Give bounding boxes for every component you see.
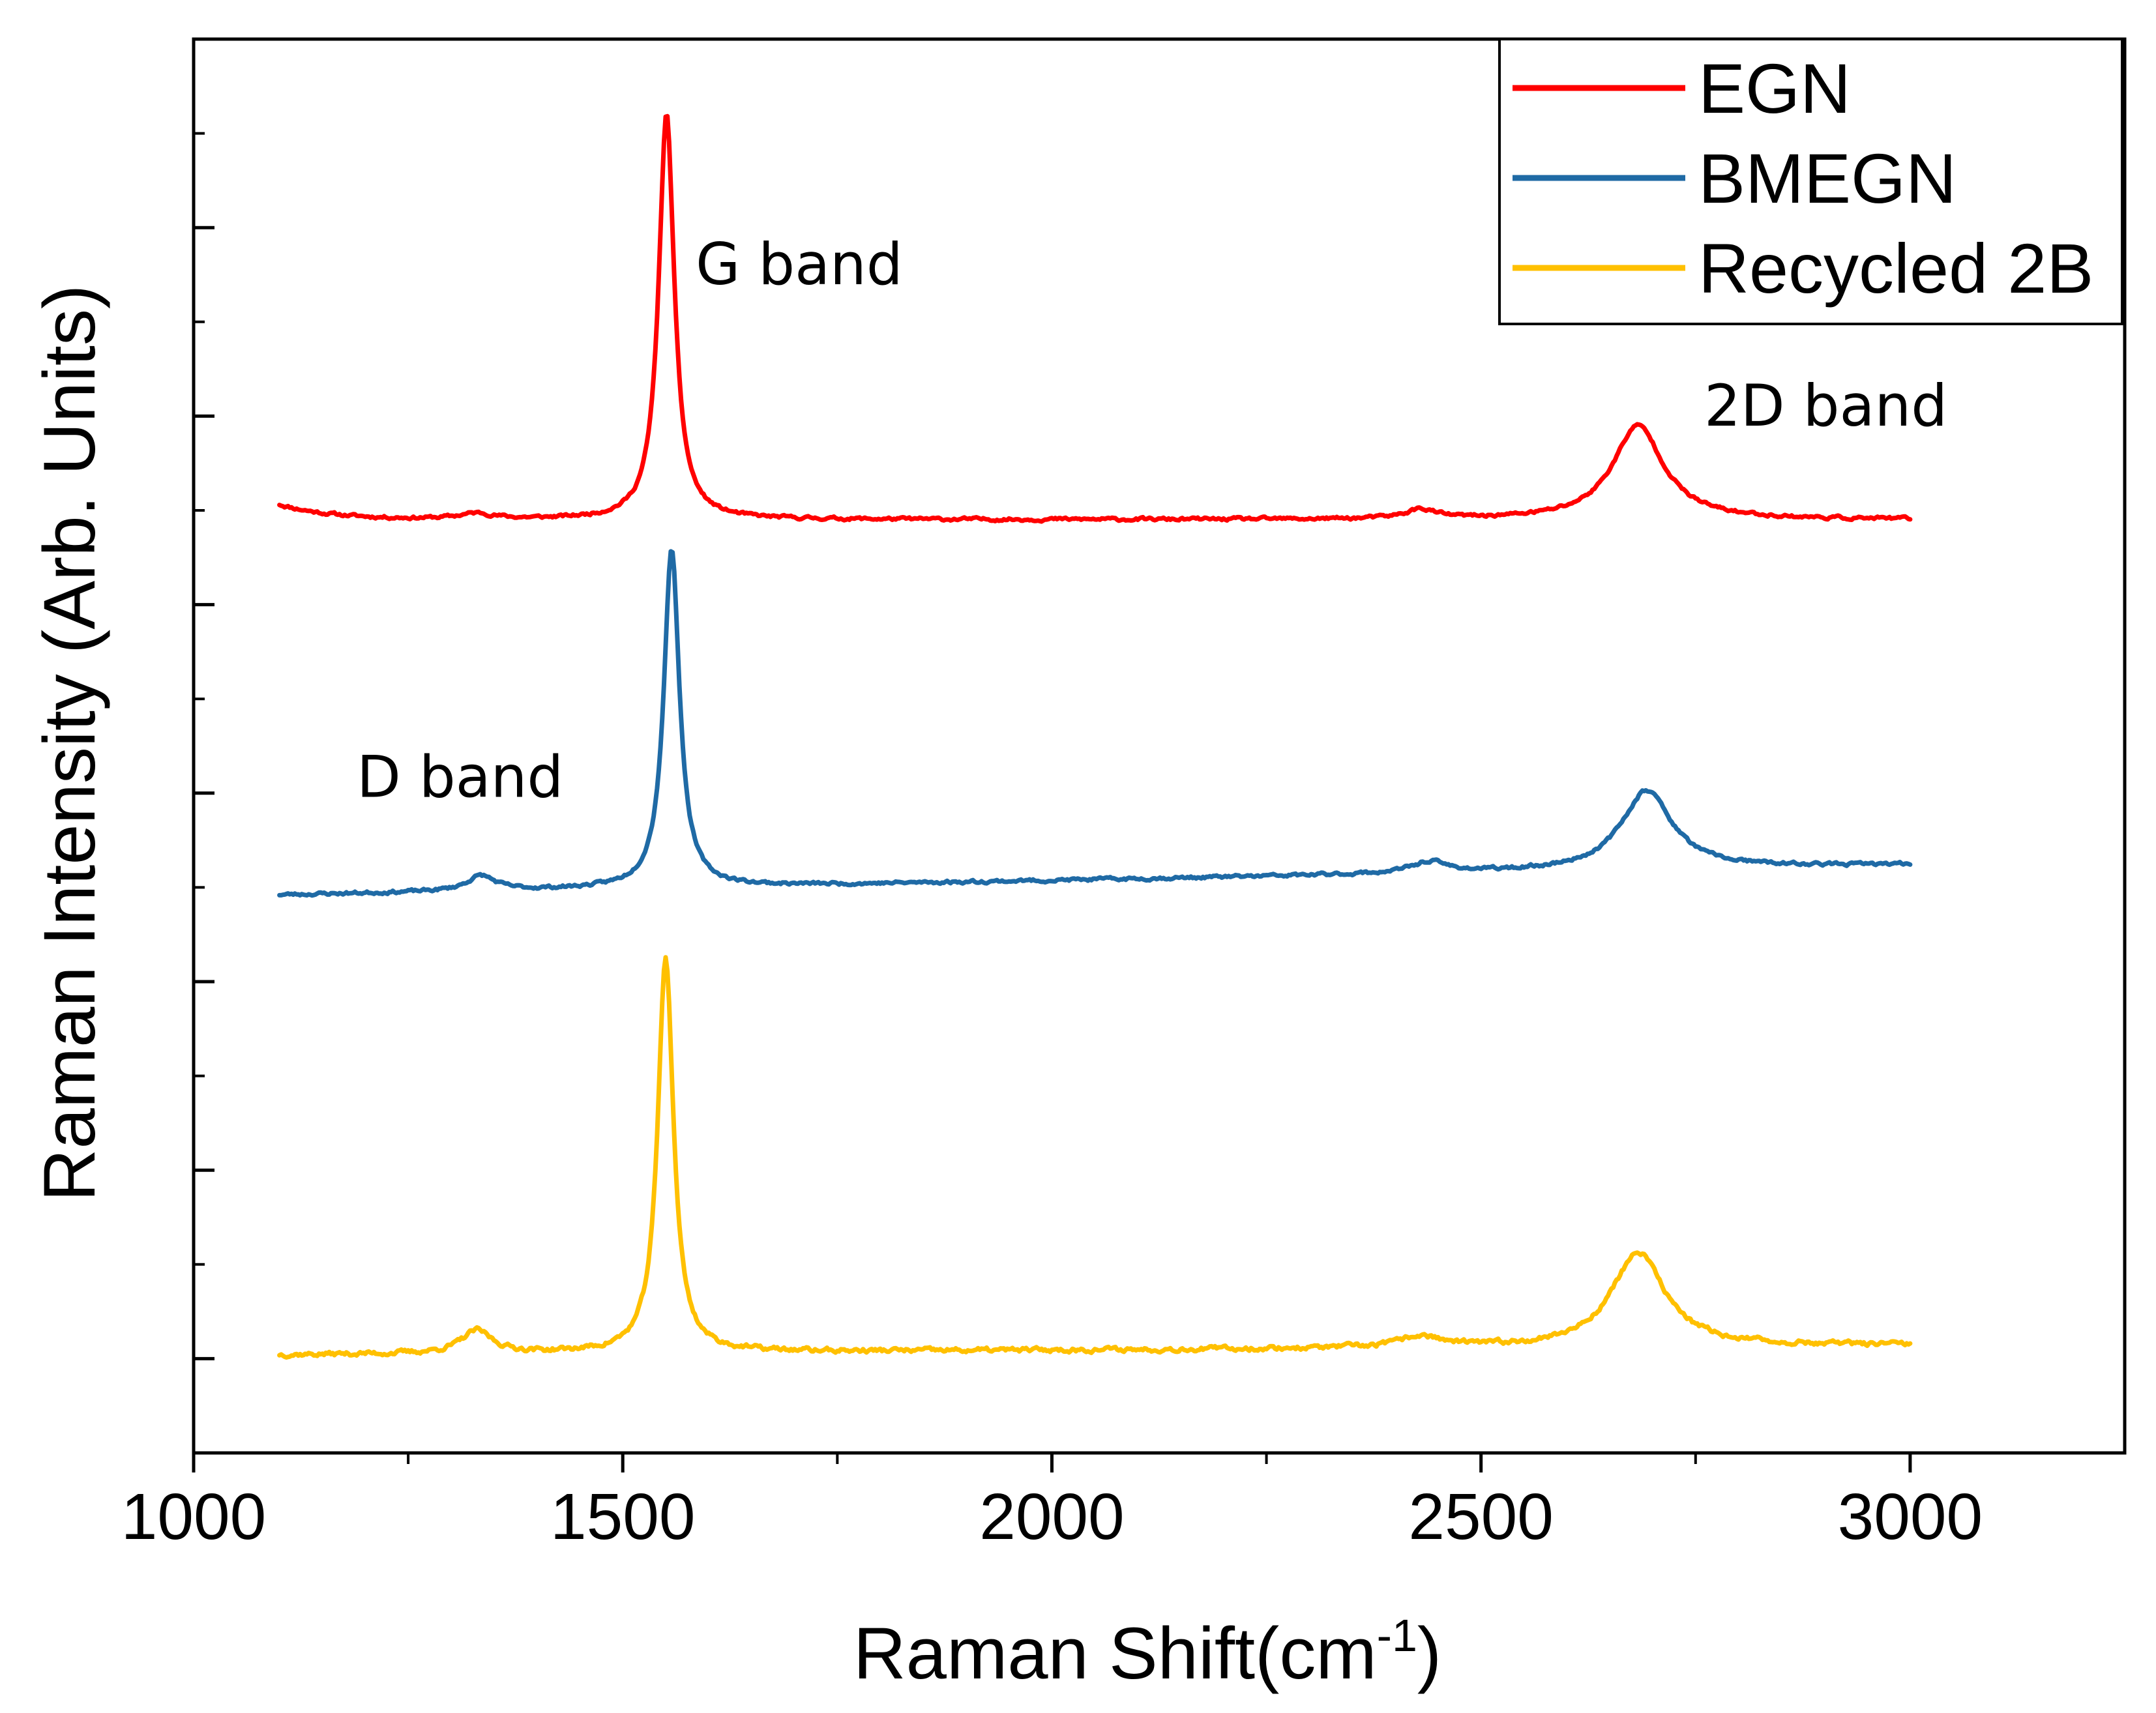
annotation-g-band: G band xyxy=(696,231,903,298)
x-axis-title: Raman Shift(cm-1) xyxy=(853,1610,1441,1694)
legend: EGN BMEGN Recycled 2B xyxy=(1498,38,2123,325)
x-axis-title-suffix: ) xyxy=(1417,1613,1441,1694)
legend-label-egn: EGN xyxy=(1698,49,1851,128)
x-tick-label: 3000 xyxy=(1838,1480,1983,1553)
x-tick-label: 2500 xyxy=(1408,1480,1553,1553)
tick-labels-group: 1000 1500 2000 2500 3000 xyxy=(121,1480,1983,1553)
x-tick-label: 1000 xyxy=(121,1480,266,1553)
legend-entries: EGN BMEGN Recycled 2B xyxy=(1513,49,2093,308)
ticks-group xyxy=(192,132,1912,1472)
y-axis-title: Raman Intensity (Arb. Units) xyxy=(29,285,110,1202)
annotation-d-band: D band xyxy=(357,744,563,811)
series-line-recycled-2b xyxy=(277,955,1913,1360)
x-axis-title-superscript: -1 xyxy=(1377,1610,1417,1661)
x-tick-label: 1500 xyxy=(550,1480,695,1553)
series-group xyxy=(277,113,1913,1360)
annotation-2d-band: 2D band xyxy=(1704,372,1947,439)
series-line-egn xyxy=(277,113,1913,524)
x-axis-title-main: Raman Shift(cm xyxy=(853,1613,1377,1694)
plot-frame xyxy=(192,37,2127,1455)
x-tick-label: 2000 xyxy=(979,1480,1124,1553)
legend-label-recycled-2b: Recycled 2B xyxy=(1698,229,2093,308)
axes-group xyxy=(192,37,2127,1455)
annotations-group: G band D band 2D band xyxy=(357,231,1947,811)
series-line-bmegn xyxy=(277,549,1913,898)
legend-label-bmegn: BMEGN xyxy=(1698,139,1957,218)
